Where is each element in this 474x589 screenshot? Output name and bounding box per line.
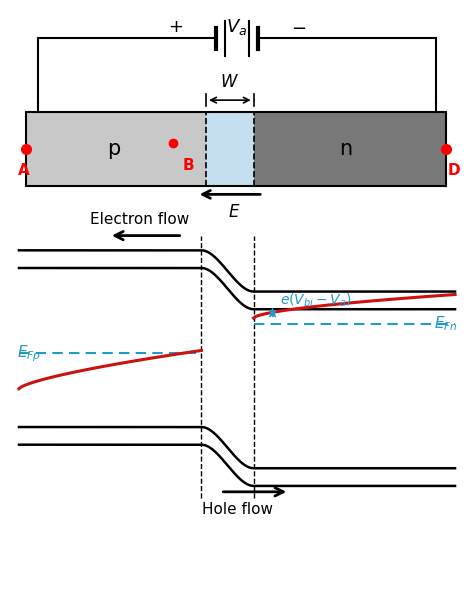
Text: $+$: $+$: [168, 18, 183, 35]
Text: $E_{Fp}$: $E_{Fp}$: [17, 343, 41, 363]
Text: $E$: $E$: [228, 203, 241, 221]
Text: $W$: $W$: [220, 73, 239, 91]
Text: $V_a$: $V_a$: [227, 16, 247, 37]
Text: $-$: $-$: [291, 18, 306, 35]
Bar: [26, 112, 446, 186]
Text: Hole flow: Hole flow: [201, 502, 273, 517]
Text: D: D: [448, 163, 461, 178]
Text: B: B: [182, 158, 194, 173]
Bar: [206, 112, 254, 186]
Bar: [254, 112, 446, 186]
Text: n: n: [339, 139, 353, 158]
Bar: [26, 112, 206, 186]
Text: $E_{Fn}$: $E_{Fn}$: [434, 315, 457, 333]
Text: Electron flow: Electron flow: [90, 212, 190, 227]
Text: $e(V_{bi} - V_a)$: $e(V_{bi} - V_a)$: [280, 292, 351, 309]
Text: A: A: [18, 163, 29, 178]
Text: p: p: [107, 139, 120, 158]
